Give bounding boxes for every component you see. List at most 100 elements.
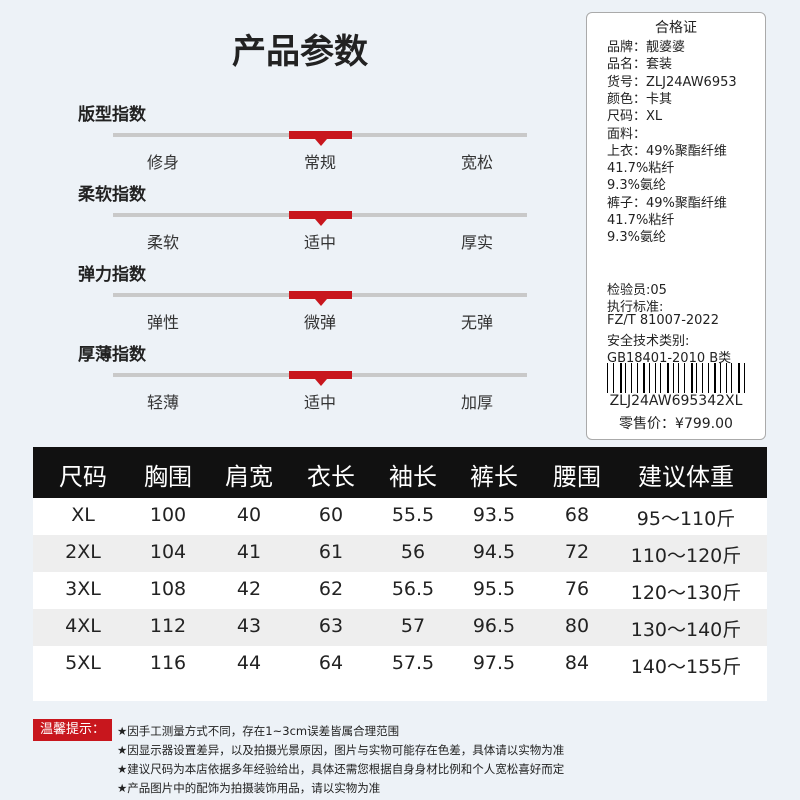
table-cell: 80 xyxy=(564,615,590,637)
bar-stripe xyxy=(625,363,626,393)
table-cell: 100 xyxy=(149,504,187,526)
table-cell: 120～130斤 xyxy=(630,582,742,604)
table-cell: 108 xyxy=(149,578,187,600)
bar-stripe xyxy=(708,363,709,393)
table-cell: 110～120斤 xyxy=(630,545,742,567)
index-notch xyxy=(315,219,327,226)
cert-line: 裤子：49%聚酯纤维 xyxy=(607,195,727,211)
bar-stripe xyxy=(691,363,693,393)
index-option: 宽松 xyxy=(460,153,493,172)
table-cell: XL xyxy=(71,504,95,526)
table-header-cell: 胸围 xyxy=(144,463,192,491)
table-cell: 72 xyxy=(564,541,590,563)
cert-line: 面料： xyxy=(607,126,647,142)
table-cell: 95.5 xyxy=(472,578,516,600)
index-option: 弹性 xyxy=(146,313,179,332)
bar-stripe xyxy=(667,363,669,393)
table-cell: 96.5 xyxy=(472,615,516,637)
table-header-cell: 建议体重 xyxy=(638,463,734,491)
table-header-cell: 尺码 xyxy=(59,463,107,491)
table-cell: 57 xyxy=(400,615,426,637)
bar-stripe xyxy=(637,363,638,393)
table-cell: 56.5 xyxy=(391,578,435,600)
table-cell: 62 xyxy=(318,578,344,600)
table-cell: 43 xyxy=(236,615,262,637)
table-cell: 4XL xyxy=(65,615,101,637)
index-option: 修身 xyxy=(146,153,179,172)
cert-line: 41.7%粘纤 xyxy=(607,213,675,228)
table-cell: 94.5 xyxy=(472,541,516,563)
cert-line: 9.3%氨纶 xyxy=(607,230,667,246)
table-cell: 84 xyxy=(564,652,590,674)
bar-stripe xyxy=(726,363,727,393)
bar-stripe xyxy=(655,363,656,393)
index-marker xyxy=(289,371,352,379)
table-header-cell: 衣长 xyxy=(307,463,355,491)
cert-line: 品名：套装 xyxy=(607,57,673,73)
table-cell: 63 xyxy=(318,615,344,637)
index-option: 微弹 xyxy=(303,313,336,332)
table-header-cell: 肩宽 xyxy=(225,463,273,491)
certificate: 合格证 品牌：靓婆婆 品名：套装 货号：ZLJ24AW6953 颜色：卡其 尺码：XL 面料… xyxy=(586,12,766,440)
bar-stripe xyxy=(738,363,740,393)
cert-line: 9.3%氨纶 xyxy=(607,178,667,194)
table-row: 3XL 108 42 62 56.5 95.5 76 120～130斤 xyxy=(33,572,767,609)
note-line: ★建议尺码为本店依据多年经验给出，具体还需您根据自身身材比例和个人宽松喜好而定 xyxy=(117,762,565,776)
table-cell: 140～155斤 xyxy=(630,656,742,678)
cert-line: GB18401-2010 B类 xyxy=(607,351,732,366)
cert-title: 合格证 xyxy=(655,20,697,36)
table-cell: 41 xyxy=(236,541,262,563)
bar-stripe xyxy=(731,363,732,393)
index-marker xyxy=(289,211,352,219)
table-header-cell: 裤长 xyxy=(470,463,518,491)
table-cell: 130～140斤 xyxy=(630,619,742,641)
table-cell: 56 xyxy=(400,541,426,563)
index-option: 加厚 xyxy=(460,393,493,412)
index-label: 版型指数 xyxy=(78,105,146,125)
cert-price: 零售价：¥799.00 xyxy=(619,416,733,432)
index-option: 适中 xyxy=(303,233,336,252)
table-header-cell: 腰围 xyxy=(553,463,601,491)
index-option: 适中 xyxy=(303,393,336,412)
index-option: 常规 xyxy=(303,153,336,172)
index-notch xyxy=(315,299,327,306)
index-notch xyxy=(315,379,327,386)
table-cell: 57.5 xyxy=(391,652,435,674)
bar-stripe xyxy=(696,363,697,393)
index-label: 柔软指数 xyxy=(78,185,146,205)
table-cell: 95～110斤 xyxy=(636,508,736,530)
table-cell: 2XL xyxy=(65,541,101,563)
bar-stripe xyxy=(613,363,614,393)
table-row: 5XL 116 44 64 57.5 97.5 84 140～155斤 xyxy=(33,646,767,683)
barcode xyxy=(607,363,747,393)
bar-stripe xyxy=(744,363,745,393)
index-option: 无弹 xyxy=(460,313,493,332)
cert-line: 检验员:05 xyxy=(607,283,667,298)
table-footer xyxy=(33,683,767,701)
bar-stripe xyxy=(643,363,645,393)
cert-line: 执行标准: xyxy=(607,300,664,315)
cert-line: 尺码：XL xyxy=(607,109,663,125)
cert-line: 41.7%粘纤 xyxy=(607,161,675,177)
table-cell: 112 xyxy=(149,615,187,637)
notes-label: 温馨提示： xyxy=(33,719,112,741)
table-cell: 116 xyxy=(149,652,187,674)
table-cell: 44 xyxy=(236,652,262,674)
table-cell: 3XL xyxy=(65,578,101,600)
table-cell: 76 xyxy=(564,578,590,600)
note-line: ★产品图片中的配饰为拍摄装饰用品，请以实物为准 xyxy=(117,781,381,795)
table-cell: 55.5 xyxy=(391,504,435,526)
table-cell: 93.5 xyxy=(472,504,516,526)
bar-stripe xyxy=(684,363,685,393)
index-marker xyxy=(289,291,352,299)
table-cell: 60 xyxy=(318,504,344,526)
bar-stripe xyxy=(678,363,679,393)
bar-stripe xyxy=(649,363,650,393)
bar-stripe xyxy=(631,363,632,393)
index-notch xyxy=(315,139,327,146)
bar-stripe xyxy=(607,363,608,393)
table-cell: 64 xyxy=(318,652,344,674)
note-line: ★因手工测量方式不同，存在1~3cm误差皆属合理范围 xyxy=(117,724,400,738)
bar-stripe xyxy=(714,363,716,393)
